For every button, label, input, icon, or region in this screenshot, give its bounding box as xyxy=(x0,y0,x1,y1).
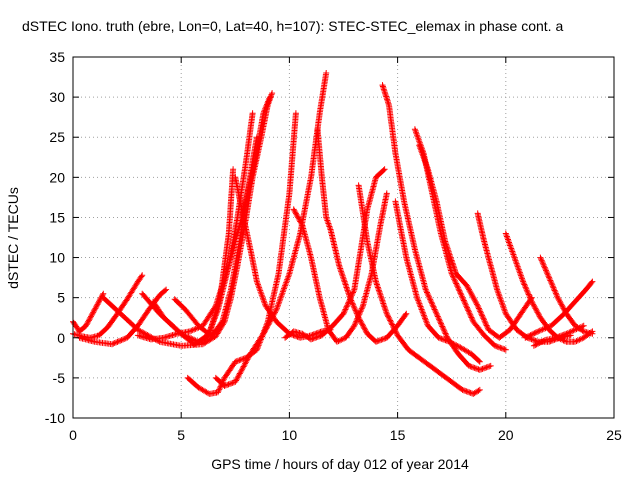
series-arc17 xyxy=(392,198,483,365)
series-markers xyxy=(134,94,273,343)
series-markers xyxy=(522,278,596,341)
series-arc8 xyxy=(134,94,273,343)
series-arc19 xyxy=(416,142,535,341)
series-markers xyxy=(474,210,574,345)
series-arc20 xyxy=(474,210,574,345)
series-arc5 xyxy=(139,166,237,345)
y-tick-label: 5 xyxy=(57,290,65,306)
series-arc23 xyxy=(522,278,596,341)
y-tick-label: 30 xyxy=(49,89,65,105)
series-arc4 xyxy=(76,286,170,348)
series-arc15 xyxy=(355,182,483,397)
series-markers xyxy=(212,70,330,389)
series-markers xyxy=(537,254,596,337)
series-group xyxy=(70,70,596,397)
x-tick-label: 10 xyxy=(282,427,298,443)
plot-frame xyxy=(72,56,615,419)
x-tick-label: 25 xyxy=(606,427,622,443)
tick-group: 0 5 10 15 20 25 -10 -5 0 5 10 15 20 25 30 35 xyxy=(45,49,622,443)
series-arc16 xyxy=(379,82,494,373)
x-axis-label: GPS time / hours of day 012 of year 2014 xyxy=(211,456,469,472)
series-markers xyxy=(416,142,535,341)
series-markers xyxy=(282,166,388,343)
y-tick-label: 20 xyxy=(49,169,65,185)
series-markers xyxy=(379,82,494,373)
grid xyxy=(73,57,614,418)
y-tick-label: 35 xyxy=(49,49,65,65)
series-arc24 xyxy=(530,322,587,349)
series-markers xyxy=(139,166,237,345)
y-tick-label: 15 xyxy=(49,209,65,225)
x-tick-label: 5 xyxy=(177,427,185,443)
series-markers xyxy=(314,126,410,345)
y-tick-label: 25 xyxy=(49,129,65,145)
series-markers xyxy=(355,182,483,397)
plot-border xyxy=(72,56,615,419)
series-markers xyxy=(502,230,596,345)
series-markers xyxy=(530,322,587,349)
y-tick-label: 0 xyxy=(57,330,65,346)
x-tick-label: 0 xyxy=(69,427,77,443)
series-markers xyxy=(76,286,170,348)
series-arc14 xyxy=(282,166,388,343)
chart-title: dSTEC Iono. truth (ebre, Lon=0, Lat=40, … xyxy=(22,18,564,34)
series-arc22 xyxy=(537,254,596,337)
x-tick-label: 20 xyxy=(498,427,514,443)
y-axis-label: dSTEC / TECUs xyxy=(5,187,21,289)
series-markers xyxy=(392,198,483,365)
y-tick-label: -10 xyxy=(45,410,65,426)
series-arc13 xyxy=(314,126,410,345)
x-tick-label: 15 xyxy=(390,427,406,443)
y-tick-label: 10 xyxy=(49,250,65,266)
series-arc11 xyxy=(212,70,330,389)
series-arc21 xyxy=(502,230,596,345)
y-tick-label: -5 xyxy=(53,370,66,386)
